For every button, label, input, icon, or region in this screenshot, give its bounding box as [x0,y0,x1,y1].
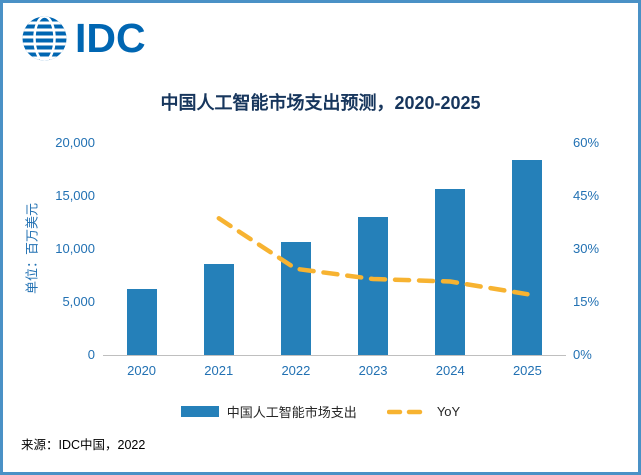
right-tick-15%: 15% [573,294,600,309]
right-tick-60%: 60% [573,135,600,150]
source-note: 来源：IDC中国，2022 [21,438,146,452]
idc-globe-icon [22,16,67,61]
left-tick-20,000: 20,000 [55,135,95,150]
bar-2024 [435,188,466,355]
bar-2020 [126,289,157,355]
idc-logo-text: IDC [75,15,146,61]
x-tick-2021: 2021 [204,363,234,378]
bar-series-swatch [180,406,219,417]
right-axis-ticks: 0% 15% 30% 45% 60% [573,136,623,362]
bar-2022 [280,241,311,355]
x-axis-labels: 2020 2021 2022 2023 2024 2025 [103,363,566,383]
right-tick-30%: 30% [573,241,600,256]
bar-2023 [358,217,389,355]
bar-2025 [512,159,543,355]
legend-item-yoy: YoY [386,404,461,419]
x-tick-2024: 2024 [435,363,465,378]
x-tick-2020: 2020 [127,363,157,378]
idc-logo: IDC [21,15,146,62]
chart-legend: 中国人工智能市场支出 YoY [3,402,638,421]
left-tick-10,000: 10,000 [55,241,95,256]
x-tick-2025: 2025 [512,363,542,378]
bar-2021 [203,263,234,355]
legend-label-yoy: YoY [436,404,461,419]
left-tick-15,000: 15,000 [55,188,95,203]
right-tick-45%: 45% [573,188,600,203]
left-tick-5,000: 5,000 [62,294,95,309]
x-tick-2022: 2022 [281,363,311,378]
left-tick-0: 0 [87,347,95,362]
x-tick-2023: 2023 [358,363,388,378]
yoy-line-swatch [386,409,429,414]
right-tick-0%: 0% [573,347,592,362]
chart-title: 中国人工智能市场支出预测，2020-2025 [160,93,481,113]
legend-item-spending: 中国人工智能市场支出 [180,402,357,421]
yoy-line [216,216,530,297]
legend-label-spending: 中国人工智能市场支出 [226,405,357,420]
chart-plot-area [103,143,566,356]
left-axis-ticks: 0 5,000 10,000 15,000 20,000 [37,136,95,362]
